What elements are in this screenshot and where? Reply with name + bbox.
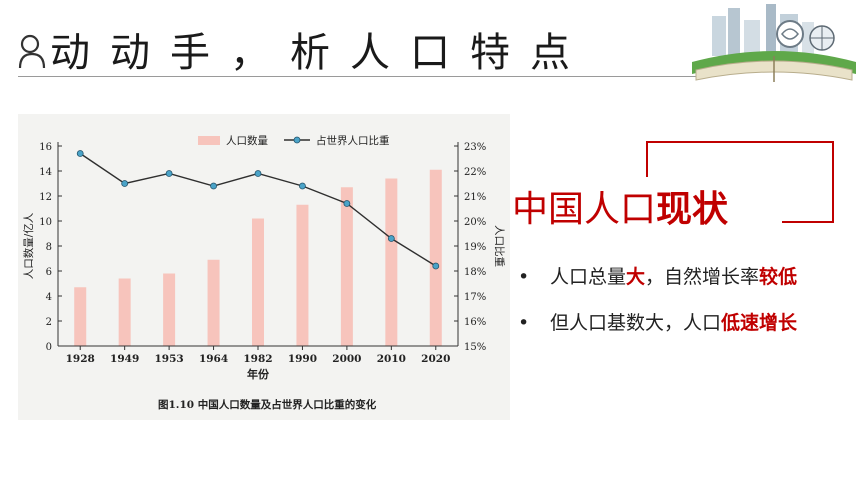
header: 动动手，析人口特点 — [0, 0, 860, 90]
right-tick-label: 18% — [464, 267, 486, 278]
bar-2020 — [429, 169, 442, 346]
bar-2010 — [385, 178, 398, 346]
bullet-text: ，自然增长率 — [645, 266, 760, 288]
bullet-text: 但人口基数大，人口 — [550, 312, 722, 334]
left-tick-label: 14 — [39, 167, 52, 178]
left-tick-label: 8 — [46, 242, 52, 253]
frame-right-line — [832, 141, 834, 223]
share-point-1990 — [299, 182, 306, 190]
line-layer — [76, 150, 440, 270]
bullet-highlight: 大 — [626, 266, 646, 288]
right-tick-label: 23% — [464, 142, 486, 153]
bar-1928 — [74, 287, 87, 346]
bullet-dot: • — [518, 266, 530, 288]
bar-1990 — [296, 204, 309, 346]
left-tick-label: 0 — [46, 342, 52, 353]
share-point-1964 — [210, 182, 217, 190]
bar-1982 — [252, 218, 264, 346]
bullet-highlight: 低速增长 — [721, 312, 798, 334]
x-tick-label: 1982 — [243, 353, 272, 365]
x-tick-label: 1990 — [288, 353, 317, 365]
share-point-2000 — [343, 200, 351, 207]
x-tick-label: 1949 — [110, 353, 139, 365]
bullet-item-1: • 人口总量大，自然增长率较低 — [518, 262, 797, 289]
bar-1949 — [118, 278, 131, 346]
status-title: 中国人口现状 — [512, 180, 728, 232]
x-tick-label: 2000 — [332, 353, 361, 365]
right-tick-label: 16% — [464, 317, 486, 328]
bullet-text: 人口总量 — [550, 266, 627, 288]
x-tick-label: 1964 — [199, 353, 228, 365]
left-tick-label: 10 — [39, 217, 52, 228]
bullet-dot: • — [518, 312, 530, 334]
frame-bottom-line — [782, 221, 834, 223]
left-tick-label: 2 — [46, 317, 52, 328]
share-point-2010 — [387, 235, 395, 242]
x-tick-label: 1928 — [66, 353, 95, 365]
right-tick-label: 20% — [464, 217, 486, 228]
status-title-plain: 中国人口 — [512, 189, 657, 230]
left-tick-label: 12 — [39, 192, 52, 203]
header-divider — [18, 76, 698, 77]
bullet-item-2: • 但人口基数大，人口低速增长 — [518, 308, 797, 335]
left-axis-title: 人口数量/亿人 — [22, 212, 35, 279]
population-chart: 0 2 4 6 8 10 12 14 16 15% 16% 17% 18% 19% 20% 21% 22% 23%… — [22, 134, 506, 411]
legend-layer: 人口数量 占世界人口比重 — [198, 134, 390, 147]
right-tick-label: 22% — [464, 167, 486, 178]
share-point-1953 — [165, 170, 173, 177]
legend-line-label: 占世界人口比重 — [316, 134, 390, 147]
chart-caption: 图1.10 中国人口数量及占世界人口比重的变化 — [158, 398, 377, 411]
legend-bar-label: 人口数量 — [226, 134, 268, 147]
x-tick-label: 2010 — [377, 353, 406, 365]
share-point-1949 — [121, 180, 129, 187]
bar-2000 — [340, 187, 353, 346]
legend-bar-swatch — [198, 136, 220, 145]
page-title: 动动手，析人口特点 — [50, 30, 590, 76]
legend-line-marker — [293, 136, 301, 144]
x-tick-label: 2020 — [421, 353, 450, 365]
bar-1964 — [207, 259, 220, 346]
frame-left-line — [646, 141, 648, 177]
frame-top-line — [646, 141, 834, 143]
bars-layer — [74, 169, 442, 346]
right-tick-label: 15% — [464, 342, 486, 353]
share-point-1982 — [254, 170, 262, 177]
right-tick-label: 17% — [464, 292, 486, 303]
status-title-emphasis: 现状 — [656, 189, 729, 230]
left-tick-label: 4 — [46, 292, 52, 303]
share-point-1928 — [76, 150, 84, 157]
right-tick-label: 19% — [464, 242, 486, 253]
book-city-decoration — [692, 4, 856, 82]
left-tick-label: 16 — [39, 142, 52, 153]
share-point-2020 — [432, 262, 440, 270]
bullet-highlight: 较低 — [759, 266, 798, 288]
axes-layer: 0 2 4 6 8 10 12 14 16 15% 16% 17% 18% 19% 20% 21% 22% 23%… — [22, 142, 506, 381]
right-axis-title: 人口比重 — [493, 225, 506, 267]
bar-1953 — [163, 273, 176, 346]
x-axis-title: 年份 — [247, 367, 270, 381]
right-tick-label: 21% — [464, 192, 486, 203]
x-tick-label: 1953 — [154, 353, 183, 365]
chart-panel: 0 2 4 6 8 10 12 14 16 15% 16% 17% 18% 19% 20% 21% 22% 23%… — [18, 114, 510, 420]
person-outline-icon — [18, 34, 46, 69]
left-tick-label: 6 — [46, 267, 52, 278]
